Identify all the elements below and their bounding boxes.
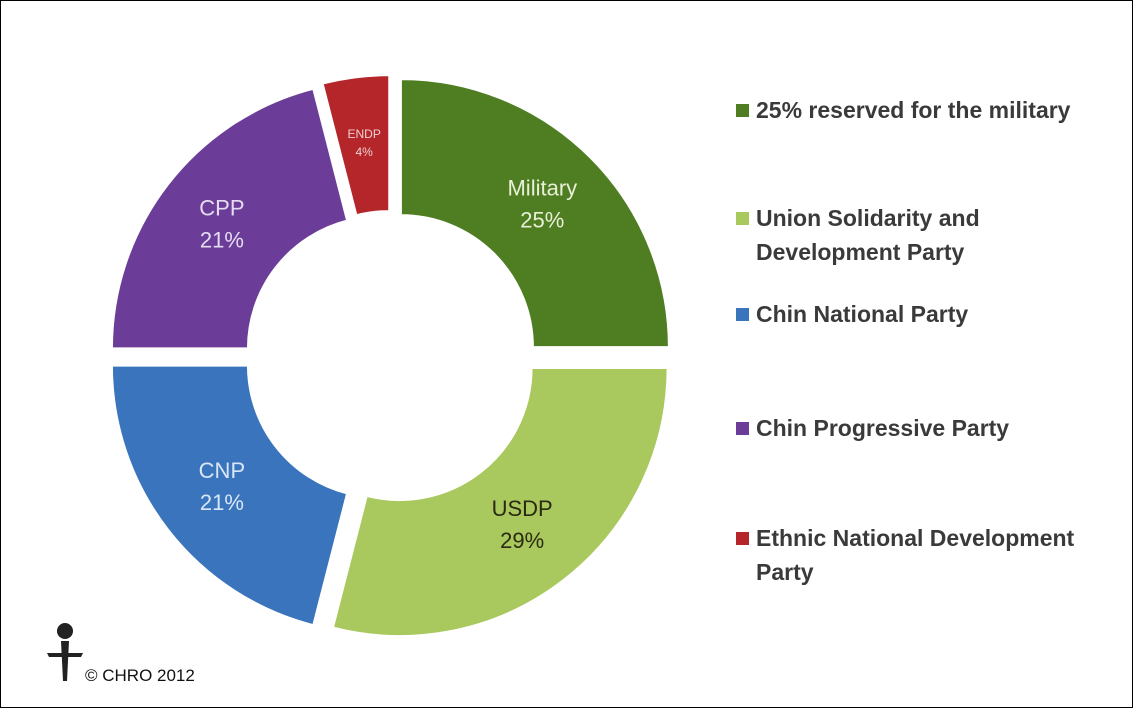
slice-label: Military (507, 175, 577, 200)
legend-swatch (736, 104, 749, 117)
slice-label: ENDP (348, 127, 381, 141)
footer: © CHRO 2012 (85, 666, 195, 685)
slice-value-label: 21% (200, 490, 244, 515)
legend-label: Chin Progressive Party (756, 415, 1010, 441)
donut-slice (321, 74, 391, 217)
legend-swatch (736, 422, 749, 435)
slice-label: CNP (199, 458, 245, 483)
legend-label: Chin National Party (756, 301, 969, 327)
slice-label: USDP (492, 496, 553, 521)
donut-slice (110, 364, 349, 627)
logo (47, 623, 83, 681)
donut-slice (110, 87, 349, 350)
legend-swatch (736, 212, 749, 225)
legend-label: Union Solidarity and Development Party (756, 205, 980, 265)
donut-slice (331, 367, 669, 638)
slice-value-label: 25% (520, 207, 564, 232)
slice-value-label: 21% (200, 228, 244, 253)
legend-swatch (736, 308, 749, 321)
slice-value-label: 29% (500, 528, 544, 553)
slice-label: CPP (199, 196, 244, 221)
donut-slice (399, 78, 670, 349)
legend-label: Ethnic National Development Party (756, 525, 1075, 585)
legend-label: 25% reserved for the military (756, 97, 1071, 123)
legend-swatch (736, 532, 749, 545)
slice-value-label: 4% (356, 145, 374, 159)
